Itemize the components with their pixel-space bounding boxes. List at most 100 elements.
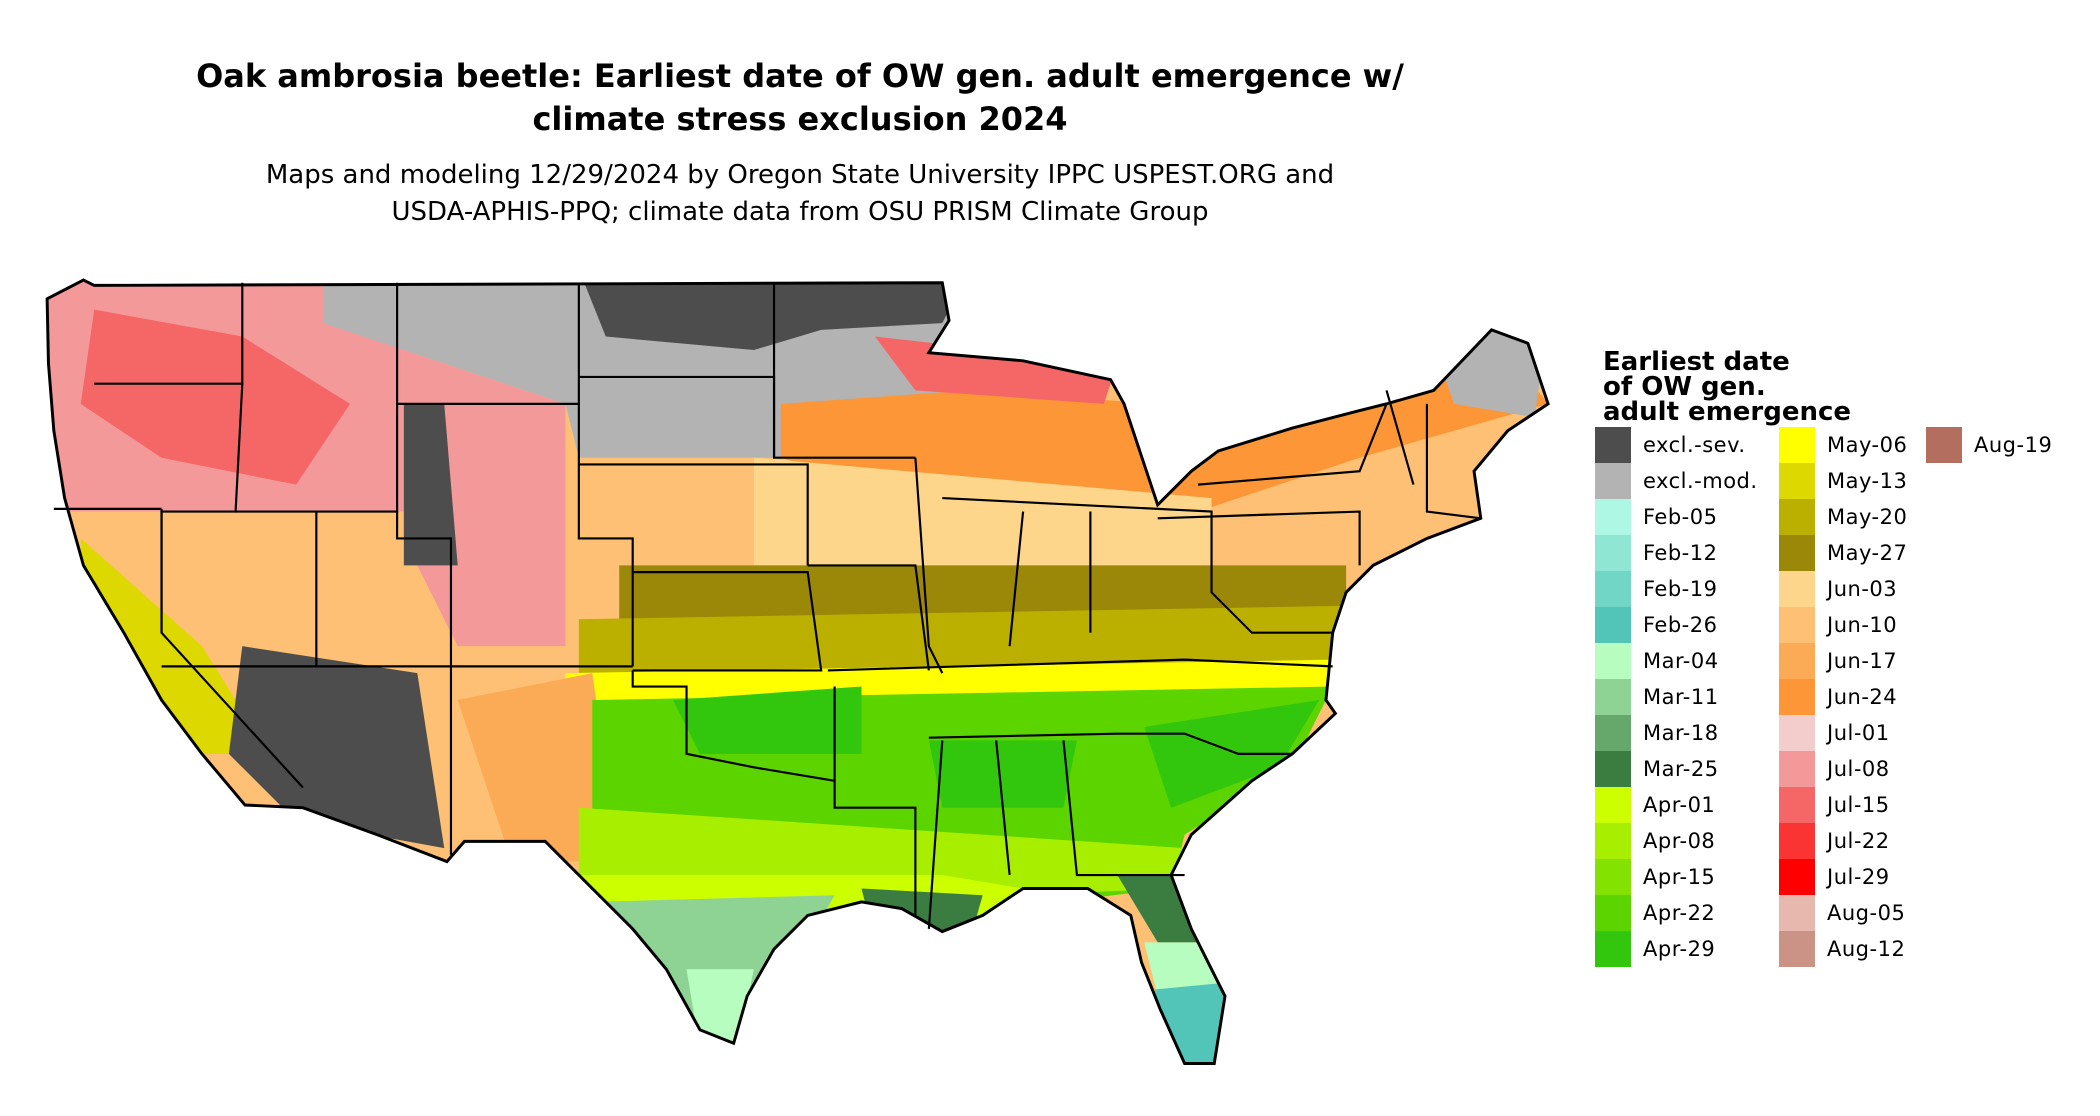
legend-label: Jul-22 — [1827, 829, 1890, 853]
legend-label: Jun-03 — [1827, 577, 1898, 601]
legend-item: Apr-08 — [1595, 823, 1758, 859]
legend-swatch — [1926, 427, 1962, 463]
legend-swatch — [1595, 463, 1631, 499]
legend-item: Jul-01 — [1779, 715, 1907, 751]
legend-label: May-27 — [1827, 541, 1908, 565]
legend-swatch — [1779, 823, 1815, 859]
legend-item: May-20 — [1779, 499, 1907, 535]
legend-swatch — [1595, 499, 1631, 535]
legend-swatch — [1779, 463, 1815, 499]
legend-title: Earliest date of OW gen. adult emergence — [1603, 349, 1852, 427]
legend-item: Jul-15 — [1779, 787, 1907, 823]
legend-swatch — [1779, 535, 1815, 571]
legend-label: Feb-12 — [1643, 541, 1718, 565]
legend-item: Jun-24 — [1779, 679, 1907, 715]
legend-swatch — [1779, 859, 1815, 895]
legend-label: Apr-08 — [1643, 829, 1716, 853]
legend-swatch — [1595, 787, 1631, 823]
legend-swatch — [1595, 535, 1631, 571]
legend-swatch — [1595, 679, 1631, 715]
legend-swatch — [1779, 787, 1815, 823]
legend-label: Aug-19 — [1974, 433, 2053, 457]
legend-label: Aug-12 — [1827, 937, 1906, 961]
legend-label: excl.-sev. — [1643, 433, 1746, 457]
legend-item: Mar-25 — [1595, 751, 1758, 787]
legend-title-line-2: of OW gen. — [1603, 372, 1766, 402]
legend-label: Jun-10 — [1827, 613, 1898, 637]
legend-swatch — [1595, 931, 1631, 967]
legend-label: Mar-18 — [1643, 721, 1719, 745]
legend-item: Feb-12 — [1595, 535, 1758, 571]
legend-label: Apr-01 — [1643, 793, 1716, 817]
legend-item: May-13 — [1779, 463, 1907, 499]
title-line-2: climate stress exclusion 2024 — [532, 100, 1068, 138]
legend-swatch — [1779, 715, 1815, 751]
legend-swatch — [1595, 571, 1631, 607]
legend-label: Jul-15 — [1827, 793, 1890, 817]
legend-label: Jul-08 — [1827, 757, 1890, 781]
legend-item: Jul-08 — [1779, 751, 1907, 787]
legend-swatch — [1595, 427, 1631, 463]
legend-item: Feb-26 — [1595, 607, 1758, 643]
legend-label: Mar-25 — [1643, 757, 1719, 781]
legend-label: Feb-26 — [1643, 613, 1718, 637]
legend-title-line-3: adult emergence — [1603, 397, 1852, 427]
legend-item: Jun-10 — [1779, 607, 1907, 643]
legend-swatch — [1779, 679, 1815, 715]
legend-swatch — [1779, 643, 1815, 679]
legend-item: Feb-19 — [1595, 571, 1758, 607]
legend-item: Jun-17 — [1779, 643, 1907, 679]
legend-item: Mar-04 — [1595, 643, 1758, 679]
legend-item: Aug-05 — [1779, 895, 1907, 931]
legend-label: Apr-22 — [1643, 901, 1716, 925]
legend-label: Jul-01 — [1827, 721, 1890, 745]
legend-item: Apr-15 — [1595, 859, 1758, 895]
legend-label: Jun-17 — [1827, 649, 1898, 673]
legend-column-1: excl.-sev. excl.-mod. Feb-05 Feb-12 Feb-19 Fe… — [1595, 427, 1758, 967]
legend-item: Mar-11 — [1595, 679, 1758, 715]
subtitle-line-2: USDA-APHIS-PPQ; climate data from OSU PR… — [391, 197, 1209, 227]
legend-swatch — [1595, 823, 1631, 859]
legend-label: Feb-05 — [1643, 505, 1718, 529]
legend-label: Aug-05 — [1827, 901, 1906, 925]
title-line-1: Oak ambrosia beetle: Earliest date of OW… — [196, 57, 1404, 95]
state-borders — [53, 282, 1481, 929]
legend-item: Jun-03 — [1779, 571, 1907, 607]
legend-label: Feb-19 — [1643, 577, 1718, 601]
legend-label: Apr-15 — [1643, 865, 1716, 889]
legend-swatch — [1595, 895, 1631, 931]
legend-swatch — [1595, 751, 1631, 787]
legend-label: May-20 — [1827, 505, 1908, 529]
legend-label: May-06 — [1827, 433, 1908, 457]
legend-item: Aug-12 — [1779, 931, 1907, 967]
legend-swatch — [1779, 931, 1815, 967]
legend-label: Jun-24 — [1827, 685, 1898, 709]
legend-swatch — [1595, 607, 1631, 643]
legend-swatch — [1779, 607, 1815, 643]
legend-item: May-06 — [1779, 427, 1907, 463]
legend-swatch — [1779, 427, 1815, 463]
map-subtitle: Maps and modeling 12/29/2024 by Oregon S… — [40, 157, 1560, 231]
legend-item: Jul-22 — [1779, 823, 1907, 859]
legend-swatch — [1779, 499, 1815, 535]
legend-label: Mar-04 — [1643, 649, 1719, 673]
legend-label: Apr-29 — [1643, 937, 1716, 961]
legend-item: Apr-22 — [1595, 895, 1758, 931]
legend-item: May-27 — [1779, 535, 1907, 571]
legend-swatch — [1595, 643, 1631, 679]
legend-label: excl.-mod. — [1643, 469, 1758, 493]
legend-item: Jul-29 — [1779, 859, 1907, 895]
legend-item: Feb-05 — [1595, 499, 1758, 535]
legend-item: Mar-18 — [1595, 715, 1758, 751]
legend-column-3: Aug-19 — [1926, 427, 2052, 463]
legend-swatch — [1779, 571, 1815, 607]
legend-item: excl.-mod. — [1595, 463, 1758, 499]
legend-swatch — [1779, 895, 1815, 931]
legend-item: Aug-19 — [1926, 427, 2052, 463]
legend-label: May-13 — [1827, 469, 1908, 493]
legend-item: excl.-sev. — [1595, 427, 1758, 463]
legend-label: Jul-29 — [1827, 865, 1890, 889]
legend-swatch — [1595, 859, 1631, 895]
legend-item: Apr-01 — [1595, 787, 1758, 823]
